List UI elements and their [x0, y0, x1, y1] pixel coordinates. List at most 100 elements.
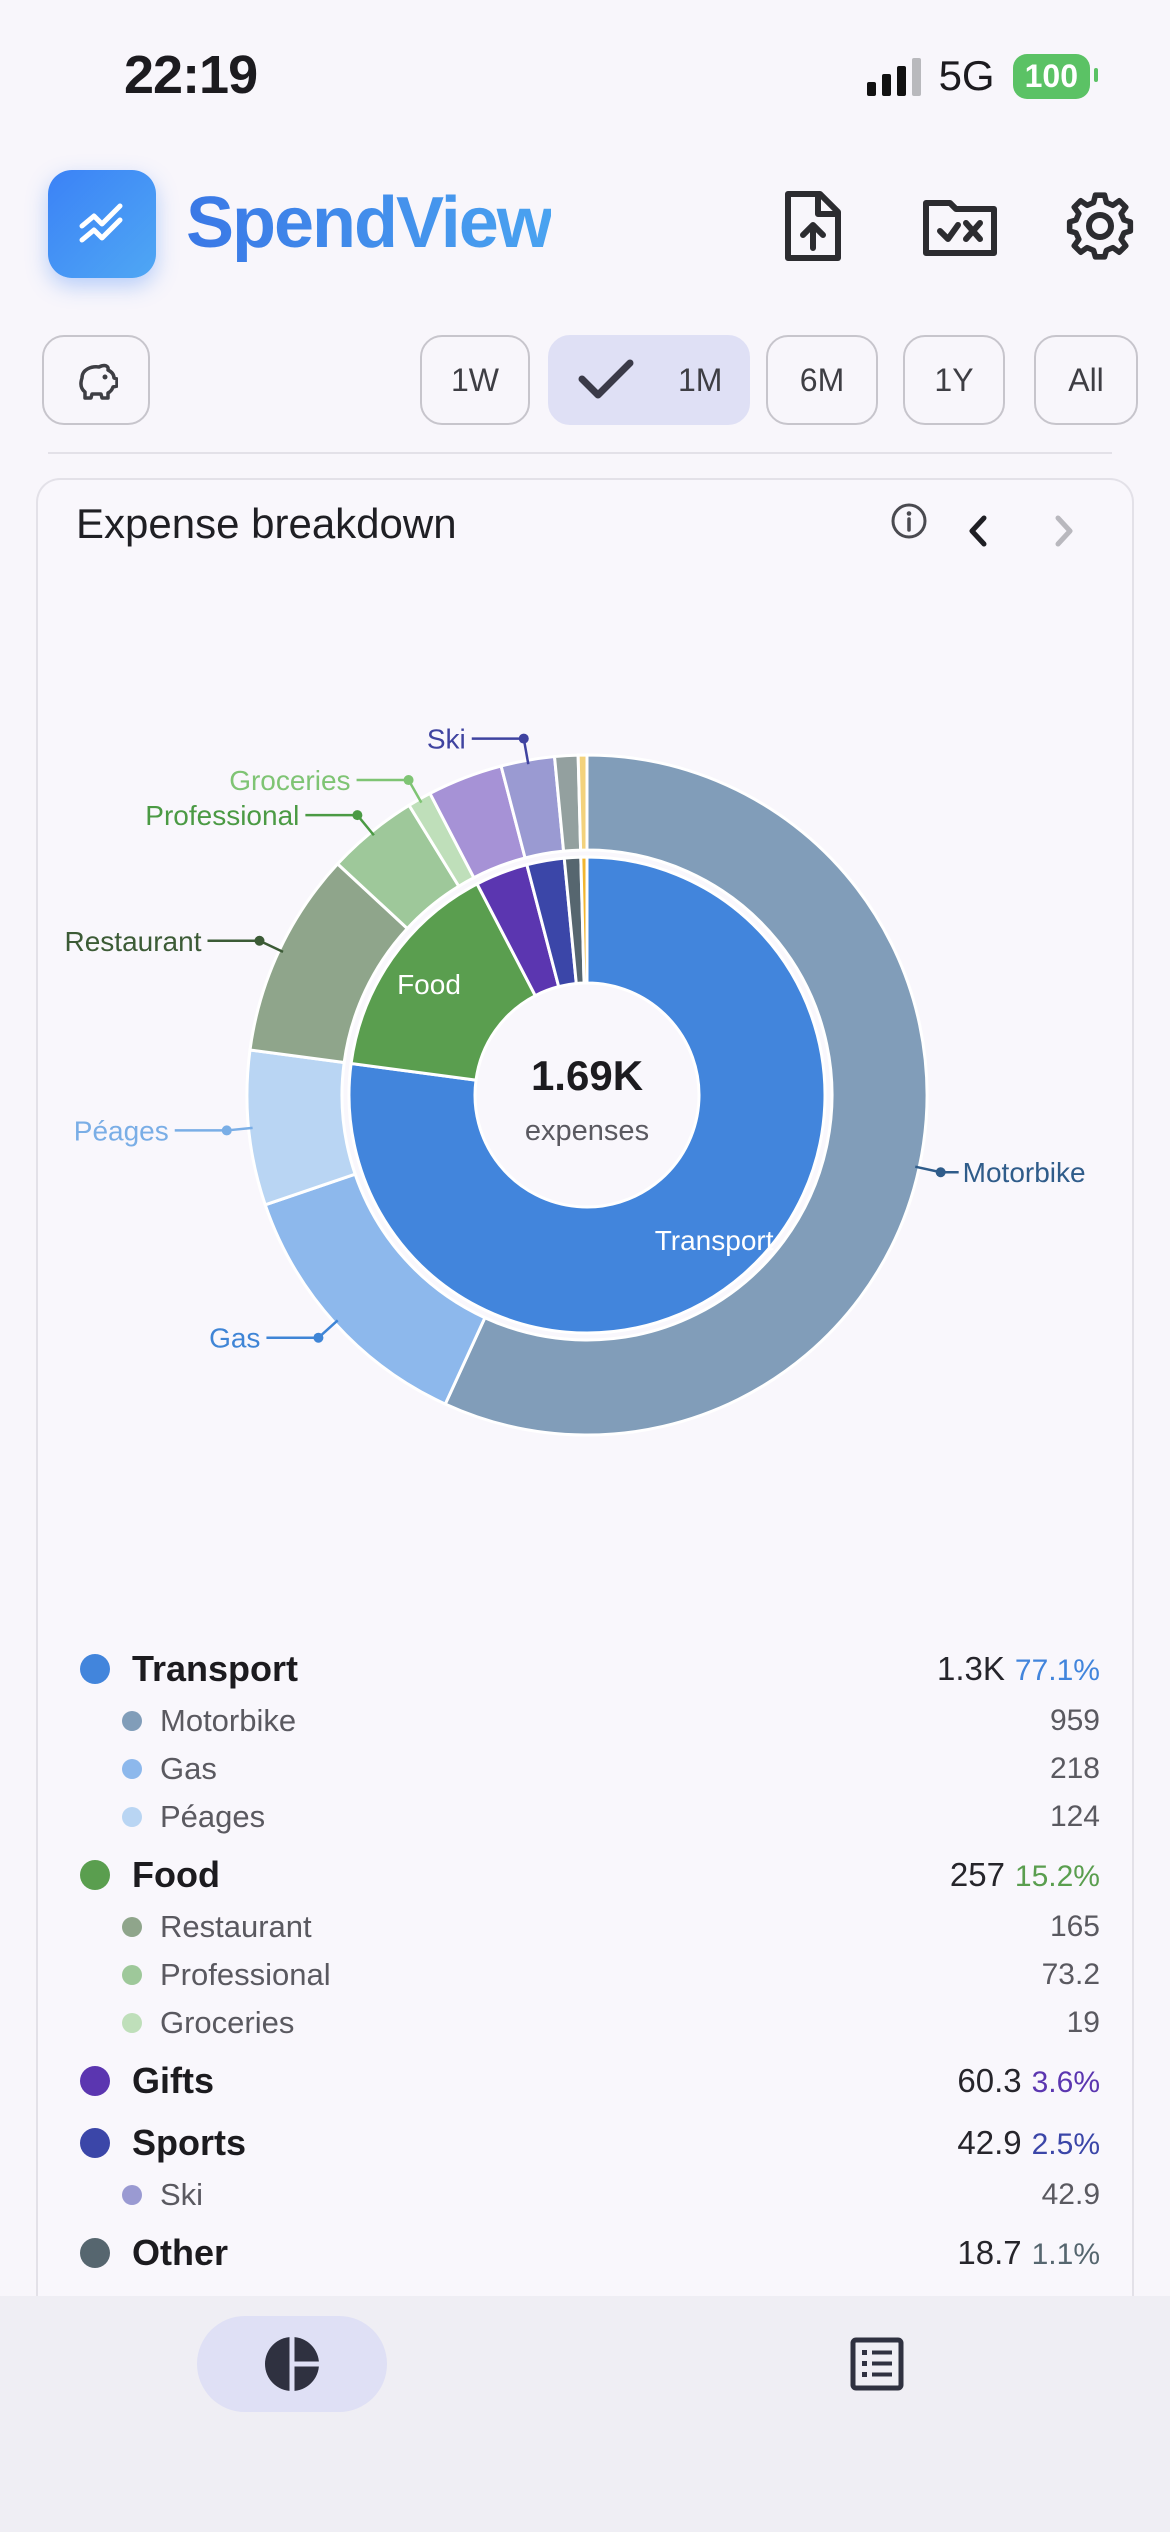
inner-label-food: Food [397, 969, 461, 1000]
legend-label: Péages [160, 1799, 266, 1834]
check-icon [578, 359, 634, 399]
leader-dot-peages [221, 1125, 232, 1136]
outer-label-motorbike: Motorbike [963, 1157, 1086, 1188]
nav-transactions[interactable] [782, 2316, 972, 2412]
period-chip-all[interactable]: All [1034, 335, 1138, 425]
legend-label: Food [132, 1854, 220, 1895]
legend-label: Gifts [132, 2060, 215, 2101]
divider [48, 452, 1112, 454]
outer-label-professional: Professional [145, 800, 299, 831]
import-button[interactable] [918, 188, 1002, 264]
export-button[interactable] [774, 188, 850, 264]
legend-category-row[interactable]: Transport 1.3K 77.1% [74, 1641, 1100, 1697]
legend-amount: 19 [1066, 2006, 1100, 2039]
legend-values: 42.9 [1042, 2178, 1100, 2212]
signal-icon [866, 56, 921, 96]
legend-color-dot [122, 1965, 142, 1985]
chart-center-label: expenses [525, 1115, 649, 1147]
legend-category-row[interactable]: Food 257 15.2% [74, 1847, 1100, 1903]
legend-label: Professional [160, 1957, 331, 1992]
previous-period-button[interactable] [954, 506, 1004, 556]
app-header: SpendView [48, 170, 1134, 280]
legend-label: Sports [132, 2122, 247, 2163]
legend-label: Groceries [160, 2005, 295, 2040]
legend-subcategory-row[interactable]: Gas 218 [74, 1745, 1100, 1793]
legend-values: 19 [1067, 2006, 1100, 2040]
folder-remove-icon [923, 200, 997, 256]
legend-label: Ski [160, 2177, 204, 2212]
legend-subcategory-row[interactable]: Péages 124 [74, 1793, 1100, 1841]
period-chip-1m[interactable]: 1M [548, 335, 750, 425]
legend-label: Motorbike [160, 1703, 297, 1738]
outer-slice-motorbike[interactable] [443, 753, 929, 1437]
legend-color-dot [80, 1654, 110, 1684]
nav-charts[interactable] [197, 2316, 387, 2412]
legend-label: Gas [160, 1751, 217, 1786]
inner-slice-going-out[interactable] [579, 855, 589, 985]
legend-subcategory-row[interactable]: Restaurant 165 [74, 1903, 1100, 1951]
next-period-button[interactable] [1038, 506, 1088, 556]
list-icon [850, 2337, 904, 2391]
expense-breakdown-card: Expense breakdown Transport Food Motorbike… [36, 478, 1134, 2335]
legend-category-row[interactable]: Sports 42.9 2.5% [74, 2115, 1100, 2171]
card-title: Expense breakdown [76, 500, 457, 547]
network-type: 5G [938, 52, 995, 99]
legend-list: Transport 1.3K 77.1% Motorbike 959 Gas 218 Péag… [74, 1635, 1100, 2343]
legend-amount: 42.9 [1041, 2178, 1100, 2211]
legend-category-row[interactable]: Gifts 60.3 3.6% [74, 2053, 1100, 2109]
app-title: SpendView [186, 183, 553, 263]
leader-dot-restaurant [254, 935, 265, 946]
inner-slice-transport[interactable] [347, 855, 827, 1335]
status-bar: 22:19 5G 100 [0, 0, 1170, 150]
legend-values: 1.3K 77.1% [937, 1650, 1100, 1688]
legend-color-dot [80, 2128, 110, 2158]
chart-center-value: 1.69K [531, 1052, 643, 1099]
period-chip-1w[interactable]: 1W [420, 335, 530, 425]
chevron-left-icon [969, 515, 987, 547]
legend-label: Restaurant [160, 1909, 312, 1944]
legend-amount: 73.2 [1041, 1958, 1100, 1991]
legend-amount: 42.9 [957, 2124, 1022, 2161]
legend-subcategory-row[interactable]: Groceries 19 [74, 1999, 1100, 2047]
info-button[interactable] [884, 496, 934, 546]
legend-color-dot [80, 1860, 110, 1890]
legend-subcategory-row[interactable]: Professional 73.2 [74, 1951, 1100, 1999]
settings-button[interactable] [1062, 188, 1138, 264]
legend-label: Other [132, 2232, 229, 2273]
legend-values: 18.7 1.1% [957, 2234, 1100, 2272]
legend-color-dot [122, 1917, 142, 1937]
trending-chart-icon [79, 203, 123, 243]
legend-color-dot [122, 1711, 142, 1731]
legend-category-row[interactable]: Other 18.7 1.1% [74, 2225, 1100, 2281]
period-chip-1y[interactable]: 1Y [903, 335, 1005, 425]
legend-values: 218 [1050, 1752, 1100, 1786]
legend-color-dot [80, 2238, 110, 2268]
legend-amount: 124 [1049, 1800, 1100, 1833]
outer-label-peages: Péages [74, 1115, 169, 1146]
period-chip-6m[interactable]: 6M [766, 335, 878, 425]
leader-line-peages [174, 1126, 253, 1132]
legend-amount: 257 [949, 1856, 1005, 1893]
legend-color-dot [122, 1759, 142, 1779]
legend-percent: 3.6% [1031, 2066, 1100, 2099]
legend-values: 73.2 [1042, 1958, 1100, 1992]
bottom-navigation [0, 2296, 1170, 2532]
piggy-bank-icon [79, 363, 118, 400]
legend-color-dot [122, 2185, 142, 2205]
file-upload-icon [785, 191, 841, 261]
gear-icon [1066, 192, 1134, 260]
legend-subcategory-row[interactable]: Ski 42.9 [74, 2171, 1100, 2219]
budget-button[interactable] [42, 335, 150, 425]
app-logo [48, 170, 156, 278]
legend-color-dot [122, 2013, 142, 2033]
leader-line-gas [266, 1319, 339, 1339]
inner-slice-food[interactable] [349, 881, 538, 1082]
inner-label-transport: Transport [655, 1225, 774, 1256]
outer-slice-going-out[interactable] [576, 753, 589, 852]
legend-percent: 2.5% [1031, 2128, 1100, 2161]
period-chip-1m-label: 1M [678, 361, 723, 398]
legend-subcategory-row[interactable]: Motorbike 959 [74, 1697, 1100, 1745]
outer-label-ski: Ski [427, 724, 466, 755]
period-filter-row: 1W 1M 6M 1Y All [40, 335, 1140, 427]
